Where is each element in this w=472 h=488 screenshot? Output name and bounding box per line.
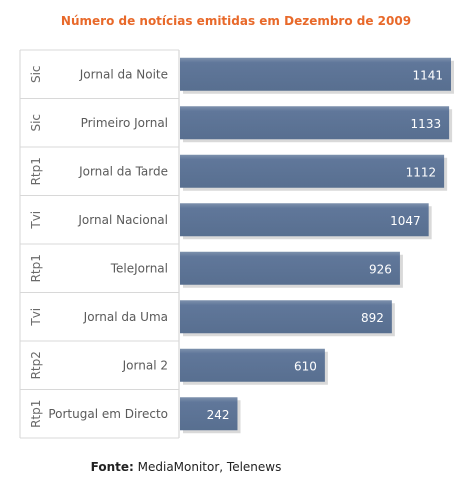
channel-label: Rtp2 [29, 351, 43, 379]
bar-value-label: 242 [207, 408, 230, 422]
source-note: Fonte: MediaMonitor, Telenews [0, 460, 372, 474]
channel-label: Rtp1 [29, 157, 43, 185]
chart-bars: 1141 1133 1112 1047 926 892 610 242 [180, 57, 454, 434]
bar [180, 251, 400, 285]
bar-value-label: 1047 [390, 214, 421, 228]
bar-value-label: 926 [369, 262, 392, 276]
bar-value-label: 1112 [406, 165, 437, 179]
program-label: TeleJornal [110, 261, 168, 275]
program-label: Jornal da Noite [79, 67, 168, 81]
bar [180, 203, 429, 237]
bar-value-label: 610 [294, 359, 317, 373]
channel-label: Rtp1 [29, 254, 43, 282]
bar [180, 397, 238, 431]
channel-label: Tvi [29, 211, 43, 230]
chart-category-grid: Sic Jornal da Noite Sic Primeiro Jornal Rtp1… [19, 49, 180, 439]
bar-value-label: 1141 [412, 68, 443, 82]
source-text: MediaMonitor, Telenews [137, 460, 282, 474]
bar [180, 154, 445, 188]
bar [180, 348, 325, 382]
channel-label: Sic [29, 114, 43, 132]
bar [180, 300, 392, 334]
program-label: Jornal da Tarde [78, 164, 168, 178]
chart-title: Número de notícias emitidas em Dezembro … [60, 14, 412, 28]
program-label: Jornal Nacional [77, 213, 168, 227]
channel-label: Tvi [29, 308, 43, 327]
program-label: Primeiro Jornal [81, 116, 168, 130]
channel-label: Rtp1 [29, 400, 43, 428]
bar-value-label: 892 [361, 311, 384, 325]
channel-label: Sic [29, 65, 43, 83]
bar-value-label: 1133 [411, 117, 442, 131]
program-label: Portugal em Directo [48, 407, 168, 421]
program-label: Jornal 2 [122, 358, 168, 372]
bar [180, 106, 450, 140]
bar [180, 57, 451, 91]
program-label: Jornal da Uma [83, 310, 168, 324]
source-label: Fonte: [90, 460, 134, 474]
